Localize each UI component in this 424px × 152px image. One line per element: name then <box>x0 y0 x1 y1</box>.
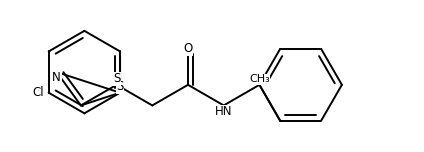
Text: O: O <box>184 42 192 55</box>
Text: S: S <box>117 80 124 93</box>
Text: HN: HN <box>215 105 232 118</box>
Text: Cl: Cl <box>32 86 44 99</box>
Text: CH₃: CH₃ <box>249 74 270 84</box>
Text: S: S <box>113 72 120 85</box>
Text: N: N <box>52 71 61 85</box>
